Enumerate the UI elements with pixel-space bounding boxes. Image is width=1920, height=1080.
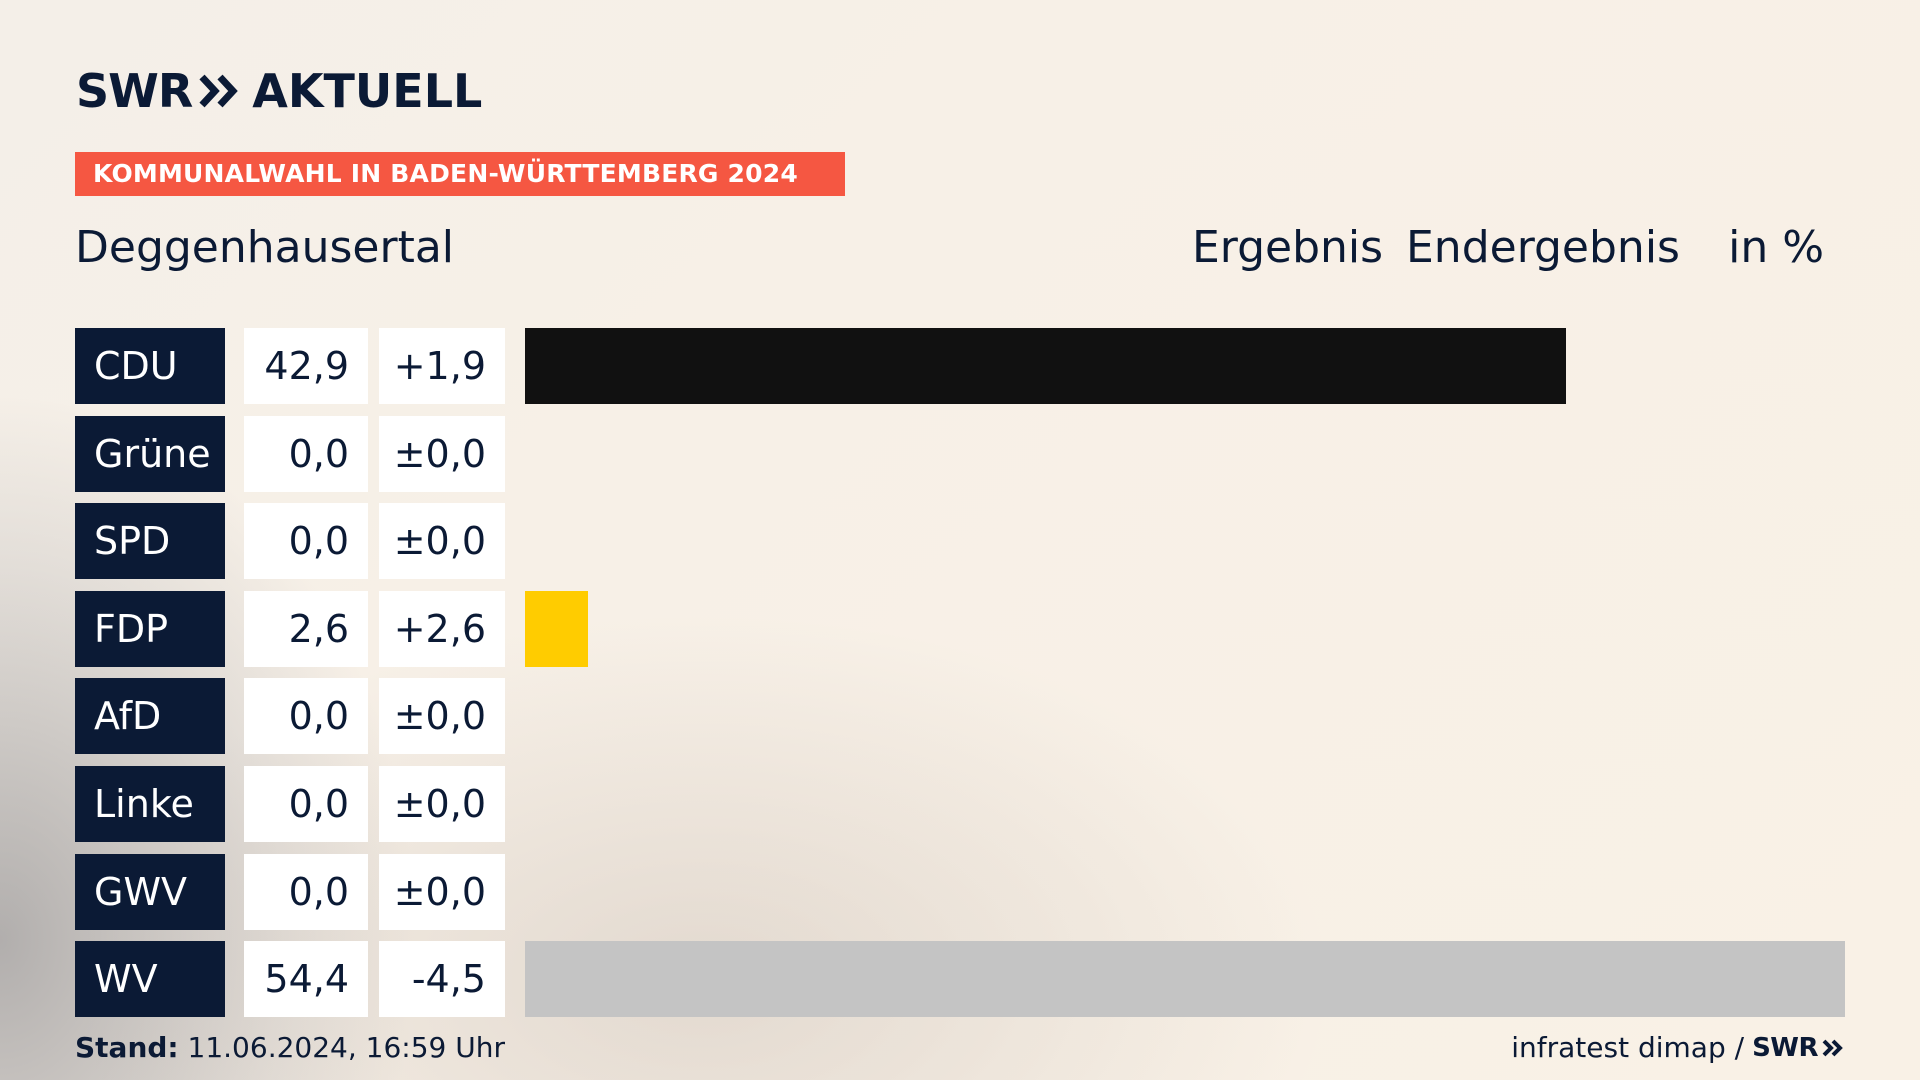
vote-change-value: ±0,0 bbox=[379, 415, 505, 492]
timestamp: Stand: 11.06.2024, 16:59 Uhr bbox=[75, 1030, 505, 1066]
source-credit: infratest dimap / SWR bbox=[1511, 1030, 1844, 1066]
vote-change-value: ±0,0 bbox=[379, 765, 505, 842]
party-label: FDP bbox=[75, 590, 225, 667]
result-row-gwv: GWV 0,0 ±0,0 bbox=[75, 853, 1845, 930]
vote-share-value: 0,0 bbox=[244, 503, 368, 580]
results-chart: CDU 42,9 +1,9 Grüne 0,0 ±0,0 SPD 0,0 ±0,… bbox=[75, 328, 1845, 1029]
election-banner: KOMMUNALWAHL IN BADEN-WÜRTTEMBERG 2024 bbox=[75, 152, 845, 196]
swr-aktuell-logo: SWR AKTUELL bbox=[76, 66, 482, 116]
vote-share-value: 0,0 bbox=[244, 678, 368, 755]
vote-change-value: ±0,0 bbox=[379, 503, 505, 580]
footer-swr-logo: SWR bbox=[1752, 1033, 1818, 1063]
vote-share-value: 0,0 bbox=[244, 765, 368, 842]
vote-change-value: ±0,0 bbox=[379, 678, 505, 755]
unit-label: in % bbox=[1728, 222, 1824, 273]
result-row-cdu: CDU 42,9 +1,9 bbox=[75, 328, 1845, 404]
result-row-spd: SPD 0,0 ±0,0 bbox=[75, 503, 1845, 580]
double-chevron-icon bbox=[1822, 1039, 1843, 1057]
timestamp-value: 11.06.2024, 16:59 Uhr bbox=[187, 1031, 505, 1064]
result-row-wv: WV 54,4 -4,5 bbox=[75, 941, 1845, 1018]
party-label: SPD bbox=[75, 503, 225, 580]
vote-share-value: 0,0 bbox=[244, 853, 368, 930]
column-header-endergebnis: Endergebnis bbox=[1406, 222, 1680, 273]
result-row-afd: AfD 0,0 ±0,0 bbox=[75, 678, 1845, 755]
party-label: AfD bbox=[75, 678, 225, 755]
vote-change-value: +2,6 bbox=[379, 590, 505, 667]
vote-share-value: 54,4 bbox=[244, 941, 368, 1018]
party-label: WV bbox=[75, 941, 225, 1018]
double-chevron-icon bbox=[199, 74, 239, 108]
party-label: CDU bbox=[75, 328, 225, 404]
bar-cdu bbox=[525, 328, 1566, 404]
bar-wv bbox=[525, 941, 1845, 1018]
vote-share-value: 2,6 bbox=[244, 590, 368, 667]
vote-share-value: 0,0 bbox=[244, 415, 368, 492]
aktuell-logo-text: AKTUELL bbox=[252, 64, 483, 118]
result-row-fdp: FDP 2,6 +2,6 bbox=[75, 590, 1845, 667]
vote-change-value: ±0,0 bbox=[379, 853, 505, 930]
result-row-linke: Linke 0,0 ±0,0 bbox=[75, 765, 1845, 842]
source-text: infratest dimap / bbox=[1511, 1031, 1745, 1064]
swr-logo-text: SWR bbox=[76, 64, 193, 118]
timestamp-label: Stand: bbox=[75, 1031, 179, 1064]
party-label: Linke bbox=[75, 765, 225, 842]
party-label: Grüne bbox=[75, 415, 225, 492]
party-label: GWV bbox=[75, 853, 225, 930]
vote-change-value: -4,5 bbox=[379, 941, 505, 1018]
vote-change-value: +1,9 bbox=[379, 328, 505, 404]
place-title: Deggenhausertal bbox=[75, 222, 455, 273]
column-header-ergebnis: Ergebnis bbox=[1192, 222, 1384, 273]
vote-share-value: 42,9 bbox=[244, 328, 368, 404]
bar-fdp bbox=[525, 590, 589, 667]
result-row-gruene: Grüne 0,0 ±0,0 bbox=[75, 415, 1845, 492]
